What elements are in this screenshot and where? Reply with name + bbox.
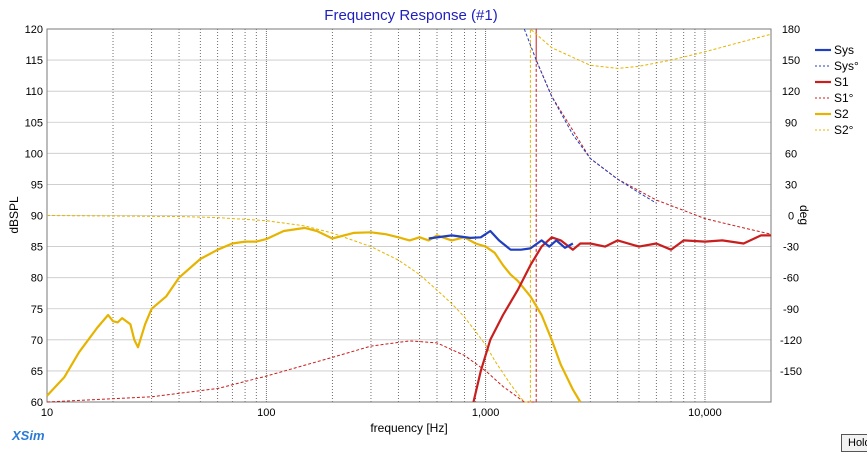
chart-title: Frequency Response (#1) xyxy=(324,7,497,24)
y-tick-label: 80 xyxy=(31,273,43,285)
series-line-s2 xyxy=(46,226,582,403)
hold-button[interactable]: Hold xyxy=(841,434,867,452)
y-tick-label: 95 xyxy=(31,179,43,191)
legend-label-sys: Sys xyxy=(834,43,854,57)
series-line-s1-phase xyxy=(46,28,772,403)
xsim-logo: XSim xyxy=(12,428,45,443)
series-line-sys-phase xyxy=(523,28,657,204)
x-axis-label: frequency [Hz] xyxy=(370,421,447,435)
y2-tick-label: -30 xyxy=(783,242,799,254)
x-tick-label: 10,000 xyxy=(688,407,722,419)
y2-tick-label: 150 xyxy=(782,55,800,67)
y-tick-label: 65 xyxy=(31,366,43,378)
x-tick-label: 1,000 xyxy=(472,407,500,419)
legend-label-s2-phase: S2° xyxy=(834,123,854,137)
y-tick-label: 90 xyxy=(31,211,43,223)
y-tick-label: 110 xyxy=(25,86,43,98)
y2-tick-label: 30 xyxy=(785,179,797,191)
y-tick-label: 100 xyxy=(25,148,43,160)
series-line-s1 xyxy=(472,234,771,403)
series-layer xyxy=(46,28,772,403)
y2-tick-label: 60 xyxy=(785,148,797,160)
legend-label-s1-phase: S1° xyxy=(834,91,854,105)
legend-label-s1: S1 xyxy=(834,75,849,89)
legend: Sys Sys° S1 S1° S2 S2° xyxy=(815,43,859,137)
x-tick-label: 10 xyxy=(41,407,53,419)
y2-axis-label: deg xyxy=(797,205,811,225)
y-tick-label: 105 xyxy=(25,117,43,129)
legend-label-sys-phase: Sys° xyxy=(834,59,859,73)
series-line-sys xyxy=(428,229,574,251)
y2-tick-label: 180 xyxy=(782,24,800,36)
y-tick-label: 115 xyxy=(25,55,43,67)
y-tick-label: 75 xyxy=(31,304,43,316)
y2-tick-label: 0 xyxy=(788,211,794,223)
ticks-layer: 10 100 1,000 10,000 60 65 70 75 80 85 90 95 100 105 11… xyxy=(25,24,802,419)
y2-tick-label: 90 xyxy=(785,117,797,129)
legend-label-s2: S2 xyxy=(834,107,849,121)
y2-tick-label: -90 xyxy=(783,304,799,316)
grid xyxy=(46,28,772,403)
y2-tick-label: -120 xyxy=(780,335,802,347)
y2-tick-label: -150 xyxy=(780,366,802,378)
x-tick-label: 100 xyxy=(257,407,275,419)
y-tick-label: 60 xyxy=(31,397,43,409)
y-tick-label: 85 xyxy=(31,242,43,254)
y-axis-label: dBSPL xyxy=(7,196,21,234)
y2-tick-label: -60 xyxy=(783,273,799,285)
y-tick-label: 120 xyxy=(25,24,43,36)
y2-tick-label: 120 xyxy=(782,86,800,98)
y-tick-label: 70 xyxy=(31,335,43,347)
series-line-s2-phase xyxy=(46,28,772,403)
